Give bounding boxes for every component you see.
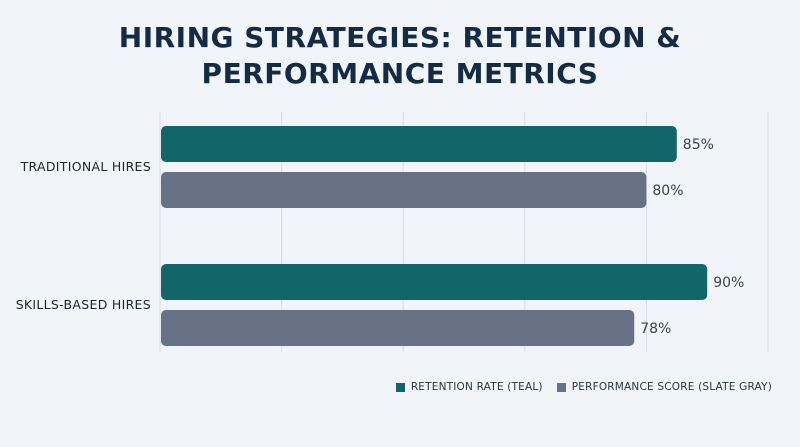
legend-item-performance: PERFORMANCE SCORE (SLATE GRAY): [556, 381, 772, 393]
legend-label-retention: RETENTION RATE (TEAL): [410, 381, 543, 393]
legend-swatch-retention: [395, 382, 405, 392]
bar-performance: [161, 172, 647, 208]
chart-title: HIRING STRATEGIES: RETENTION & PERFORMAN…: [0, 20, 800, 92]
legend: RETENTION RATE (TEAL) PERFORMANCE SCORE …: [395, 381, 772, 393]
legend-label-performance: PERFORMANCE SCORE (SLATE GRAY): [571, 381, 772, 393]
chart-title-line-2: PERFORMANCE METRICS: [201, 57, 599, 90]
bar-performance: [161, 310, 635, 346]
chart-title-line-1: HIRING STRATEGIES: RETENTION &: [118, 21, 682, 54]
value-label: 85%: [683, 137, 714, 153]
category-label: TRADITIONAL HIRES: [20, 159, 151, 174]
legend-swatch-performance: [556, 382, 566, 392]
value-label: 90%: [713, 275, 744, 291]
value-label: 80%: [652, 183, 683, 199]
bar-retention: [161, 264, 708, 300]
bar-retention: [161, 126, 677, 162]
value-label: 78%: [640, 321, 671, 337]
category-label: SKILLS-BASED HIRES: [16, 297, 151, 312]
legend-item-retention: RETENTION RATE (TEAL): [395, 381, 543, 393]
